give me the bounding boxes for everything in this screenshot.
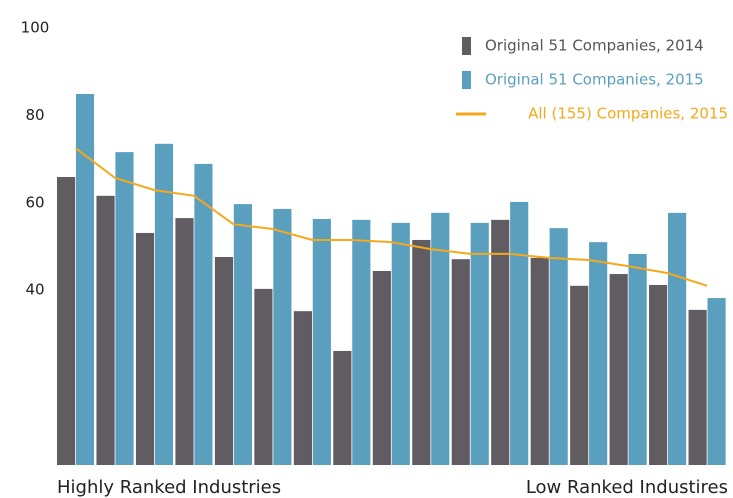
bar [233, 204, 252, 465]
bar [412, 239, 431, 465]
legend-label: Original 51 Companies, 2014 [485, 37, 704, 55]
legend-label: Original 51 Companies, 2015 [485, 71, 704, 89]
y-tick-label: 100 [21, 19, 50, 37]
bar [312, 218, 331, 465]
bar [214, 256, 234, 465]
y-tick-label: 40 [25, 281, 44, 299]
y-tick-label: 80 [25, 106, 44, 124]
bar [609, 274, 628, 465]
bar [175, 218, 194, 465]
bar [135, 232, 155, 465]
annotation-left: Highly Ranked Industries [57, 477, 281, 498]
line [74, 147, 708, 287]
bar [372, 270, 391, 465]
bar [273, 208, 292, 465]
bar [570, 285, 589, 465]
bar [589, 242, 608, 465]
y-tick-label: 60 [25, 193, 44, 211]
bar [96, 195, 115, 466]
bar [194, 163, 213, 466]
bar [154, 143, 174, 465]
bar [391, 222, 410, 465]
bar [628, 253, 647, 465]
bar [530, 257, 549, 465]
legend-swatch [456, 112, 486, 116]
bar [668, 212, 687, 465]
bar [254, 288, 273, 465]
legend-swatch [462, 37, 471, 55]
bar [431, 212, 450, 465]
bar [352, 219, 371, 465]
annotation-right: Low Ranked Industires [526, 477, 728, 498]
legend-swatch [462, 71, 471, 89]
legend-label: All (155) Companies, 2015 [528, 105, 728, 123]
bar [549, 228, 568, 465]
bar [57, 177, 76, 465]
bar [115, 152, 134, 465]
bar [451, 259, 470, 465]
bar [491, 219, 510, 465]
bar [510, 201, 529, 465]
bar [688, 309, 707, 465]
bar [707, 298, 726, 465]
bar [75, 93, 95, 465]
bar [293, 311, 312, 465]
bar [649, 284, 668, 465]
bar [333, 350, 352, 465]
bar [470, 222, 489, 465]
